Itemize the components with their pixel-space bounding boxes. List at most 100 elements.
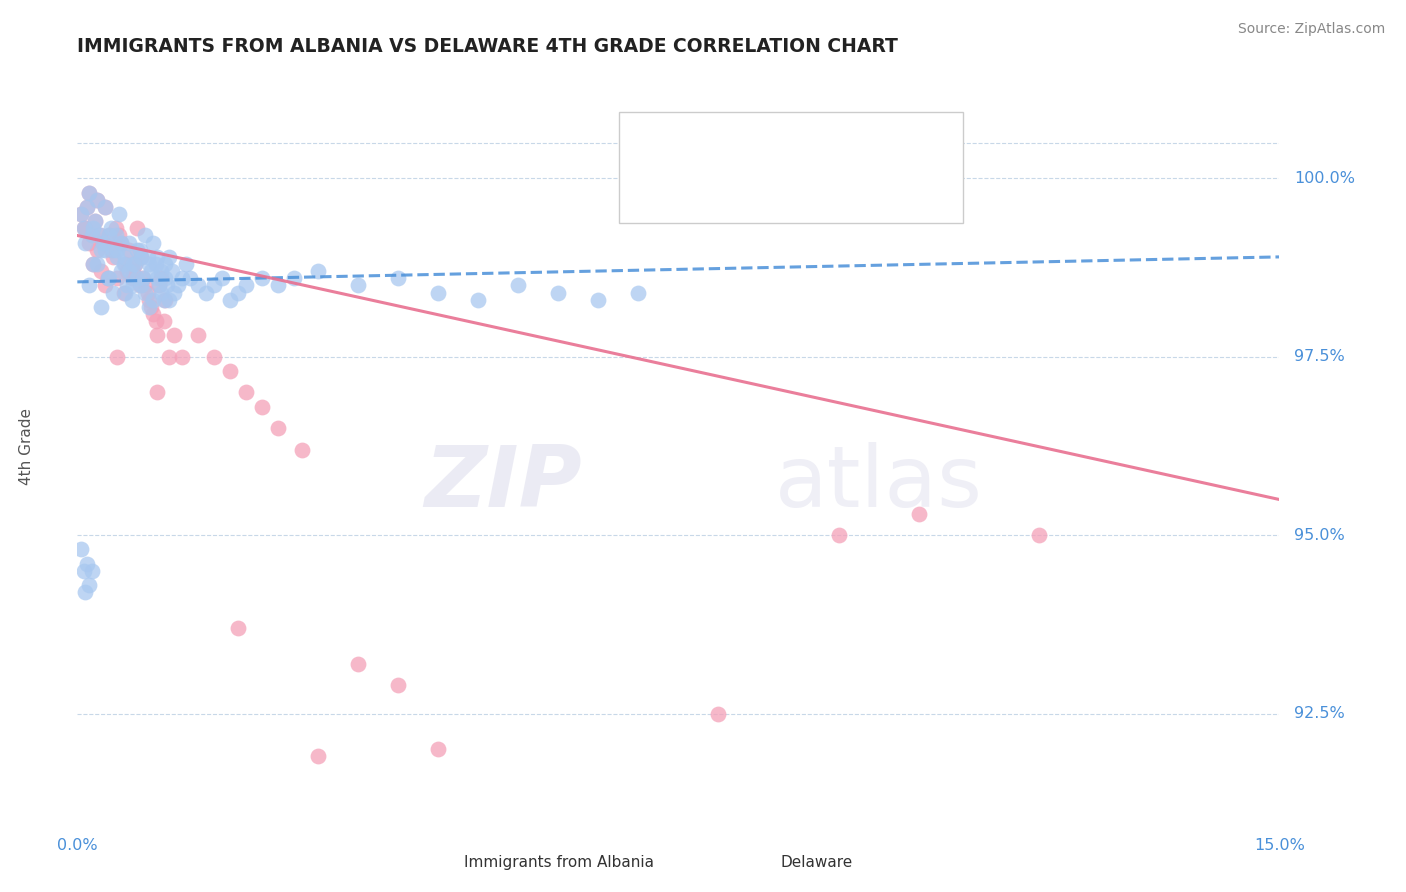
Text: Delaware: Delaware bbox=[780, 855, 852, 870]
Point bbox=[75, 235, 97, 250]
Point bbox=[427, 285, 450, 300]
Point bbox=[142, 235, 165, 250]
Point bbox=[1028, 528, 1050, 542]
Point bbox=[307, 264, 329, 278]
Text: Immigrants from Albania: Immigrants from Albania bbox=[464, 855, 654, 870]
Point bbox=[307, 749, 329, 764]
Point bbox=[115, 278, 138, 293]
Point bbox=[112, 285, 135, 300]
Text: 97.5%: 97.5% bbox=[1294, 350, 1344, 364]
Point bbox=[115, 264, 138, 278]
Point bbox=[226, 285, 249, 300]
Point bbox=[118, 235, 141, 250]
Point bbox=[94, 200, 117, 214]
Point bbox=[218, 364, 240, 378]
Text: Source: ZipAtlas.com: Source: ZipAtlas.com bbox=[1237, 22, 1385, 37]
Point bbox=[186, 278, 209, 293]
Point bbox=[76, 200, 98, 214]
Point bbox=[134, 278, 156, 293]
Point bbox=[97, 271, 120, 285]
Point bbox=[107, 250, 129, 264]
Point bbox=[291, 442, 314, 457]
Point bbox=[70, 207, 93, 221]
Point bbox=[166, 278, 188, 293]
Point bbox=[142, 293, 165, 307]
Point bbox=[80, 228, 103, 243]
Point bbox=[100, 243, 122, 257]
Text: 15.0%: 15.0% bbox=[1254, 838, 1305, 854]
Point bbox=[108, 207, 131, 221]
Point bbox=[79, 186, 101, 200]
Point bbox=[122, 278, 145, 293]
Point bbox=[86, 193, 108, 207]
Point bbox=[114, 285, 136, 300]
Point bbox=[202, 350, 225, 364]
Point bbox=[80, 228, 103, 243]
Point bbox=[84, 214, 107, 228]
Point bbox=[467, 293, 489, 307]
Point bbox=[121, 293, 143, 307]
Point bbox=[118, 264, 141, 278]
Point bbox=[267, 421, 290, 435]
Point bbox=[131, 278, 153, 293]
Point bbox=[132, 271, 155, 285]
Point bbox=[134, 228, 156, 243]
Point bbox=[346, 657, 368, 671]
Point bbox=[110, 264, 132, 278]
Point bbox=[75, 585, 97, 599]
Point bbox=[194, 285, 217, 300]
Point bbox=[97, 271, 120, 285]
Point bbox=[103, 285, 125, 300]
Text: 92.5%: 92.5% bbox=[1294, 706, 1344, 721]
Point bbox=[138, 257, 160, 271]
Point bbox=[159, 293, 181, 307]
Point bbox=[103, 250, 125, 264]
Point bbox=[107, 243, 129, 257]
Point bbox=[211, 271, 233, 285]
Point bbox=[98, 228, 121, 243]
Point bbox=[155, 293, 177, 307]
Point bbox=[134, 285, 156, 300]
Point bbox=[84, 214, 107, 228]
Point bbox=[89, 228, 111, 243]
Point bbox=[153, 314, 176, 328]
Point bbox=[159, 250, 181, 264]
Text: 95.0%: 95.0% bbox=[1294, 528, 1344, 542]
Point bbox=[148, 278, 170, 293]
Point bbox=[138, 293, 160, 307]
Point bbox=[142, 307, 165, 321]
Point bbox=[79, 235, 101, 250]
Point bbox=[104, 221, 127, 235]
Point bbox=[76, 200, 98, 214]
Text: N = 67: N = 67 bbox=[823, 181, 886, 199]
Point bbox=[79, 578, 101, 592]
Point bbox=[127, 221, 149, 235]
Point bbox=[235, 278, 257, 293]
Point bbox=[267, 278, 290, 293]
Point bbox=[89, 228, 111, 243]
Point bbox=[73, 221, 96, 235]
Point bbox=[387, 678, 409, 692]
Point bbox=[547, 285, 569, 300]
Point bbox=[148, 278, 170, 293]
Text: N = 97: N = 97 bbox=[823, 136, 886, 153]
Point bbox=[218, 293, 240, 307]
Point bbox=[150, 264, 173, 278]
Point bbox=[155, 271, 177, 285]
Point bbox=[98, 228, 121, 243]
Point bbox=[127, 243, 149, 257]
Point bbox=[136, 285, 159, 300]
Point bbox=[588, 293, 610, 307]
Point bbox=[94, 243, 117, 257]
Text: R =  0.021: R = 0.021 bbox=[682, 136, 787, 153]
Point bbox=[202, 278, 225, 293]
Point bbox=[139, 300, 162, 314]
Point bbox=[114, 257, 136, 271]
Point bbox=[156, 278, 179, 293]
Point bbox=[127, 271, 149, 285]
FancyBboxPatch shape bbox=[634, 128, 673, 161]
Point bbox=[508, 278, 530, 293]
Text: atlas: atlas bbox=[775, 442, 983, 525]
Point bbox=[179, 271, 201, 285]
Point bbox=[75, 221, 97, 235]
